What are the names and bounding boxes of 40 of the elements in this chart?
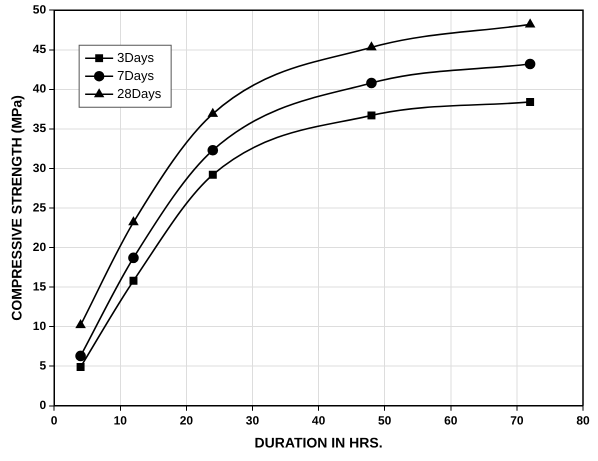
point [208,170,217,179]
x-tick-label: 80 [576,413,590,428]
x-tick-label: 40 [312,413,326,428]
y-tick-label: 40 [32,82,46,96]
point [128,216,138,226]
legend-label: 3Days [117,50,154,65]
y-tick-label: 10 [32,318,46,333]
y-tick-label: 0 [39,398,46,412]
y-tick-label: 30 [32,160,46,175]
x-tick-label: 20 [180,413,194,428]
legend-label: 28Days [117,86,162,101]
legend-label: 7Days [117,68,154,83]
point [129,276,138,285]
x-tick-label: 50 [378,413,392,428]
point [525,19,535,28]
x-tick-label: 0 [50,413,58,428]
y-tick-label: 15 [32,279,46,294]
x-axis-title: DURATION IN HRS. [254,434,383,450]
y-tick-label: 35 [32,121,46,136]
point [526,98,534,106]
point [75,350,86,362]
point [366,78,377,88]
point [366,42,376,50]
x-tick-label: 60 [444,413,458,428]
y-tick-label: 50 [32,2,46,17]
x-tick-label: 10 [114,413,128,428]
point [76,363,85,372]
y-axis-title: COMPRESSIVE STRENGTH (MPa) [8,95,24,321]
point [208,144,218,156]
point [367,111,376,120]
y-tick-label: 20 [32,240,46,254]
y-tick-label: 5 [39,358,46,373]
y-tick-label: 45 [32,42,46,56]
point [128,252,139,264]
y-tick-label: 25 [32,200,46,214]
x-tick-label: 30 [246,413,260,428]
point [208,108,218,117]
x-tick-label: 70 [510,413,524,428]
point [524,58,536,70]
point [76,320,86,328]
